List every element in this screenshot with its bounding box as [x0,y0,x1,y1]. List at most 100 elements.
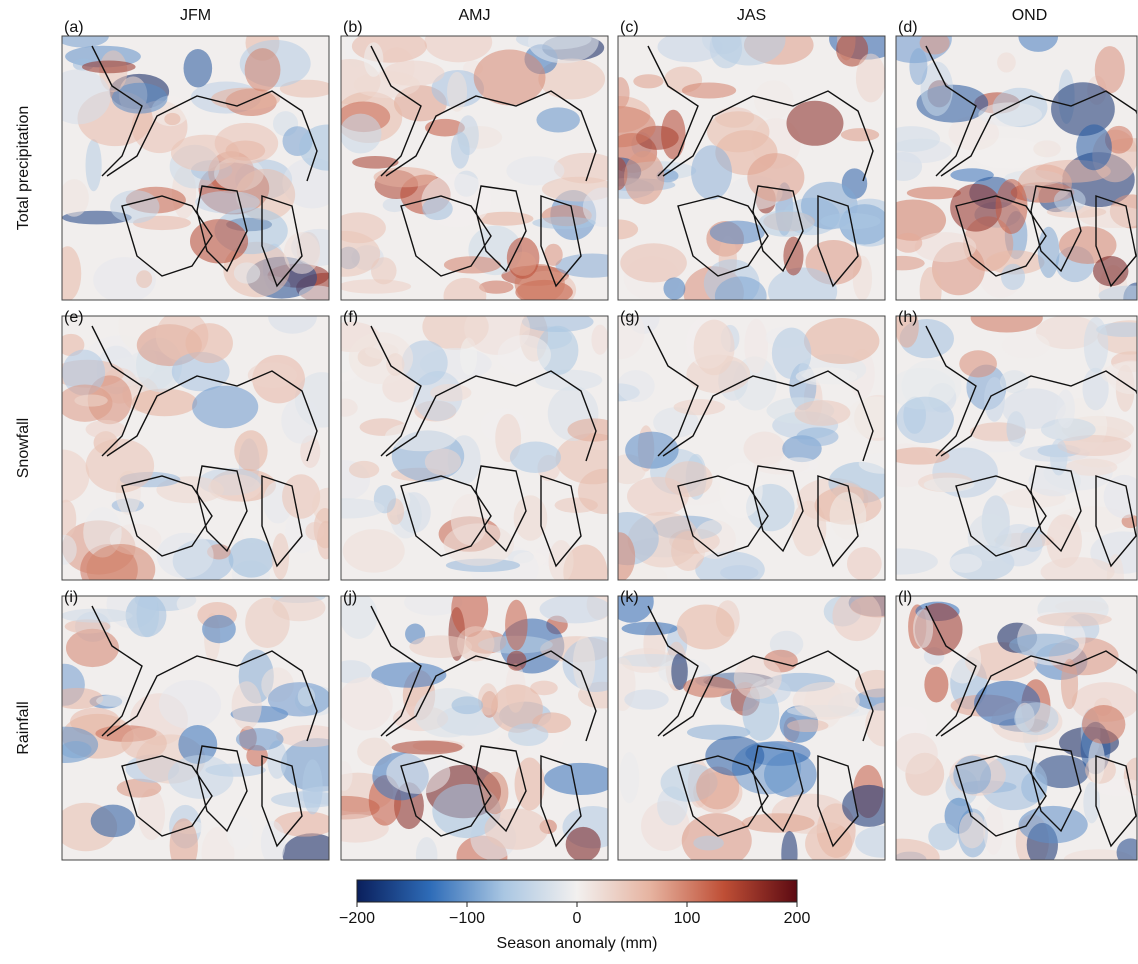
anomaly-blob [409,635,473,658]
anomaly-blob [673,399,726,416]
anomaly-blob [829,491,867,540]
panel-frame [617,315,886,581]
anomaly-blob [747,153,805,202]
anomaly-blob [582,187,608,228]
column-title: OND [1012,7,1048,24]
anomaly-blob [959,350,997,378]
anomaly-blob [65,628,119,668]
anomaly-blob [373,167,437,188]
anomaly-blob [202,614,236,644]
coastline [91,45,318,288]
anomaly-blob [913,609,934,649]
colorbar-tick-label: −200 [339,910,375,927]
anomaly-blob [192,385,259,429]
anomaly-blob [846,396,885,439]
anomaly-blob [1083,317,1109,373]
anomaly-blob [62,687,104,710]
anomaly-blob [653,407,699,438]
anomaly-blob [508,723,549,747]
column-title: AMJ [459,7,491,24]
anomaly-blob [896,396,954,444]
anomaly-blob [771,327,812,379]
coastline [91,325,318,568]
anomaly-blob [572,635,596,692]
panel-label: (f) [343,309,358,326]
anomaly-blob [858,453,885,474]
panel-frame [340,35,609,301]
anomaly-blob [896,548,938,575]
anomaly-blob [1040,557,1115,580]
anomaly-blob [156,532,214,579]
anomaly-blob [62,726,99,763]
anomaly-blob [1035,755,1090,789]
anomaly-blob [1094,46,1125,94]
anomaly-blob [865,702,885,747]
anomaly-blob [164,112,181,126]
anomaly-blob [62,449,90,503]
colorbar-tick-label: 100 [674,910,701,927]
anomaly-blob [896,199,947,241]
anomaly-blob [923,477,975,493]
anomaly-blob [997,52,1016,73]
anomaly-blob [241,501,262,544]
anomaly-blob [276,725,329,748]
anomaly-blob [796,427,839,447]
anomaly-blob [623,150,665,205]
coastline [647,325,874,568]
anomaly-blob [619,752,640,804]
anomaly-blob [983,803,1004,855]
anomaly-blob [967,513,1012,562]
coastline [925,45,1137,288]
panel-label: (l) [898,589,912,606]
anomaly-blob [536,107,580,133]
coastline [925,325,1137,568]
panel-label: (h) [898,309,918,326]
anomaly-blob [794,400,851,426]
anomaly-blob [404,596,463,616]
anomaly-blob [744,318,769,374]
anomaly-blob [696,766,740,810]
anomaly-blob [473,49,546,106]
anomaly-blob [1104,125,1133,154]
anomaly-blob [948,553,983,573]
anomaly-blob [506,156,565,186]
anomaly-blob [855,825,885,858]
anomaly-blob [352,156,399,169]
row-label: Snowfall [15,418,32,478]
anomaly-blob [661,109,686,160]
anomaly-blob [896,126,940,152]
anomaly-blob [707,111,770,153]
anomaly-blob [1001,332,1050,359]
anomaly-blob [189,219,249,264]
anomaly-blob [342,529,405,573]
panel-label: (k) [620,589,639,606]
anomaly-blob [513,495,548,541]
anomaly-blob [62,534,77,565]
panel-frame [895,35,1138,301]
anomaly-blob [681,82,737,99]
anomaly-blob [244,48,281,92]
anomaly-blob [386,751,451,794]
anomaly-blob [234,430,268,471]
anomaly-blob [742,686,780,741]
anomaly-blob [459,337,478,376]
anomaly-blob [768,267,838,300]
anomaly-blob [370,257,397,285]
anomaly-blob [282,833,329,860]
map-panel [618,316,885,580]
anomaly-blob [1053,188,1086,213]
anomaly-blob [803,318,880,364]
anomaly-blob [382,197,407,213]
anomaly-blob [539,596,608,624]
anomaly-blob [591,324,608,355]
row-label: Total precipitation [15,106,32,231]
anomaly-blob [1063,849,1134,860]
anomaly-blob [430,383,472,402]
panel-label: (i) [64,589,78,606]
anomaly-blob [271,533,290,580]
anomaly-blob [527,36,599,64]
anomaly-blob [657,36,723,63]
anomaly-blob [855,53,885,103]
panel-frame [61,315,330,581]
anomaly-blob [86,544,156,580]
